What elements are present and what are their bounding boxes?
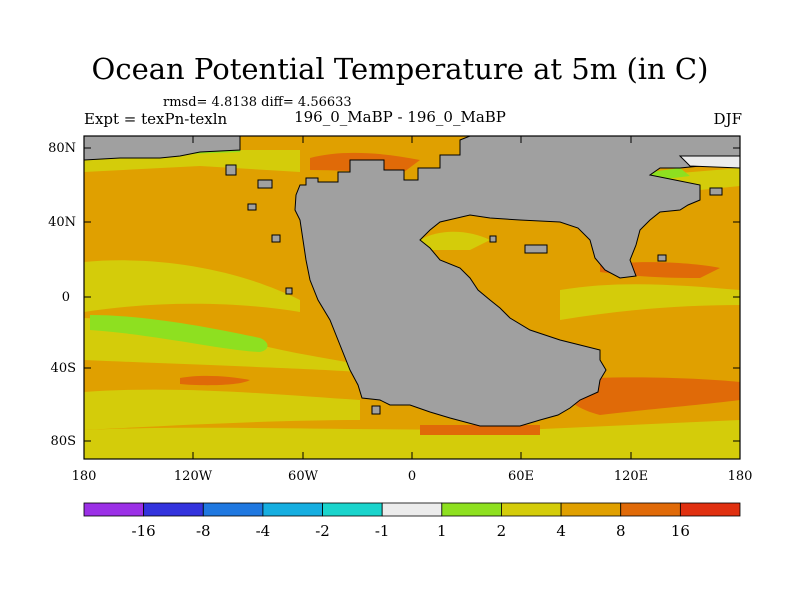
colorbar-swatch	[560, 502, 622, 517]
island-5	[285, 287, 293, 295]
southern-ocean-band	[84, 389, 360, 430]
lat-label-0: 0	[62, 290, 70, 305]
colorbar-label: 2	[497, 522, 507, 540]
colorbar-swatch	[501, 502, 562, 517]
latitude-axis: 80N 40N 0 40S 80S	[48, 141, 740, 449]
colorbar-swatch	[202, 502, 264, 517]
lon-label-180-right: 180	[728, 469, 753, 484]
case-label: 196_0_MaBP - 196_0_MaBP	[294, 108, 506, 126]
arctic-ice-patch	[678, 155, 740, 169]
arctic-landmass-west	[84, 136, 241, 161]
colorbar-swatch	[620, 502, 681, 517]
lon-label-180-left: 180	[72, 469, 97, 484]
warm-patch-south-indian	[560, 377, 740, 415]
colorbar-label: -4	[256, 522, 271, 540]
arctic-band-east	[620, 168, 740, 190]
experiment-label: Expt = texPn-texln	[84, 110, 228, 128]
lon-label-60e: 60E	[508, 469, 534, 484]
island-9	[657, 254, 667, 262]
lat-label-80s: 80S	[51, 434, 76, 449]
colorbar-label: -8	[196, 522, 211, 540]
indian-band	[560, 284, 740, 320]
ocean-field	[84, 136, 740, 459]
colorbar-swatch	[322, 502, 383, 517]
lon-label-120e: 120E	[614, 469, 648, 484]
colorbar-swatch	[441, 502, 502, 517]
island-2	[257, 179, 273, 189]
island-6	[371, 405, 381, 415]
colorbar-swatch	[679, 502, 741, 517]
colorbar-label: 8	[616, 522, 626, 540]
island-4	[271, 234, 281, 243]
plot-title: Ocean Potential Temperature at 5m (in C)	[91, 52, 709, 86]
lat-label-40n: 40N	[48, 215, 76, 230]
lat-label-80n: 80N	[48, 141, 76, 156]
colorbar-label: -1	[375, 522, 390, 540]
warm-patch-tethys	[420, 231, 490, 250]
island-10	[709, 187, 723, 196]
lon-label-60w: 60W	[288, 469, 319, 484]
colorbar: -16 -8 -4 -2 -1 1 2 4 8 16	[83, 502, 741, 540]
season-label: DJF	[713, 110, 742, 128]
colorbar-swatch	[143, 502, 204, 517]
island-1	[225, 164, 237, 176]
colorbar-swatch	[262, 502, 323, 517]
island-8	[524, 244, 548, 254]
lon-label-120w: 120W	[174, 469, 213, 484]
colorbar-label: 16	[671, 522, 690, 540]
antarctic-band	[84, 420, 740, 459]
island-3	[247, 203, 257, 211]
longitude-axis: 180 120W 60W 0 60E 120E 180	[72, 136, 753, 484]
colorbar-swatch	[381, 502, 443, 517]
colorbar-label: 1	[437, 522, 447, 540]
colorbar-label: -16	[132, 522, 156, 540]
colorbar-swatch	[83, 502, 145, 517]
island-7	[489, 235, 497, 243]
colorbar-label: 4	[556, 522, 566, 540]
lat-label-40s: 40S	[51, 361, 76, 376]
warm-patch-south-pacific	[180, 375, 250, 386]
equatorial-band-pacific	[84, 260, 300, 312]
cool-patch-southpacific	[90, 315, 268, 352]
warm-patch-antarctic	[420, 425, 540, 435]
colorbar-label: -2	[315, 522, 330, 540]
supercontinent-landmass	[294, 136, 740, 427]
rmsd-diff-stats: rmsd= 4.8138 diff= 4.56633	[163, 95, 352, 110]
lon-label-0: 0	[408, 469, 416, 484]
